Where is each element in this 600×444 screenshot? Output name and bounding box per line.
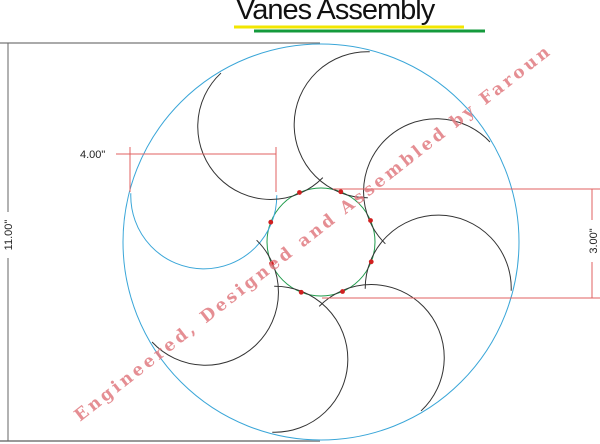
vane-arc	[197, 72, 324, 200]
vane-arc	[151, 239, 279, 366]
dimension-lines: 4.00" 3.00"	[80, 147, 600, 299]
outer-circle	[122, 43, 520, 441]
overall-dimension: 11.00"	[0, 42, 320, 442]
hub-circle	[266, 187, 376, 297]
contact-point	[297, 190, 302, 195]
contact-point	[340, 289, 345, 294]
vane-arc	[130, 193, 278, 270]
contact-point	[368, 218, 373, 223]
hub-dim-label: 3.00"	[588, 228, 600, 253]
contact-point	[298, 289, 304, 295]
watermark: Engineered, Designed and Assembled by Fa…	[71, 40, 557, 425]
vane-arc	[363, 118, 491, 245]
overall-dim-label: 11.00"	[3, 220, 15, 251]
title-underline	[234, 25, 485, 33]
contact-point	[338, 189, 344, 195]
vane-arc	[364, 214, 512, 291]
page-title: Vanes Assembly	[236, 0, 435, 26]
vane-dim-label: 4.00"	[80, 149, 105, 161]
contact-point	[268, 219, 274, 225]
contact-point	[269, 261, 274, 266]
vane-arc	[293, 51, 370, 199]
contact-point	[368, 259, 374, 265]
vane-arc	[318, 284, 445, 412]
vane-arc	[272, 285, 349, 433]
